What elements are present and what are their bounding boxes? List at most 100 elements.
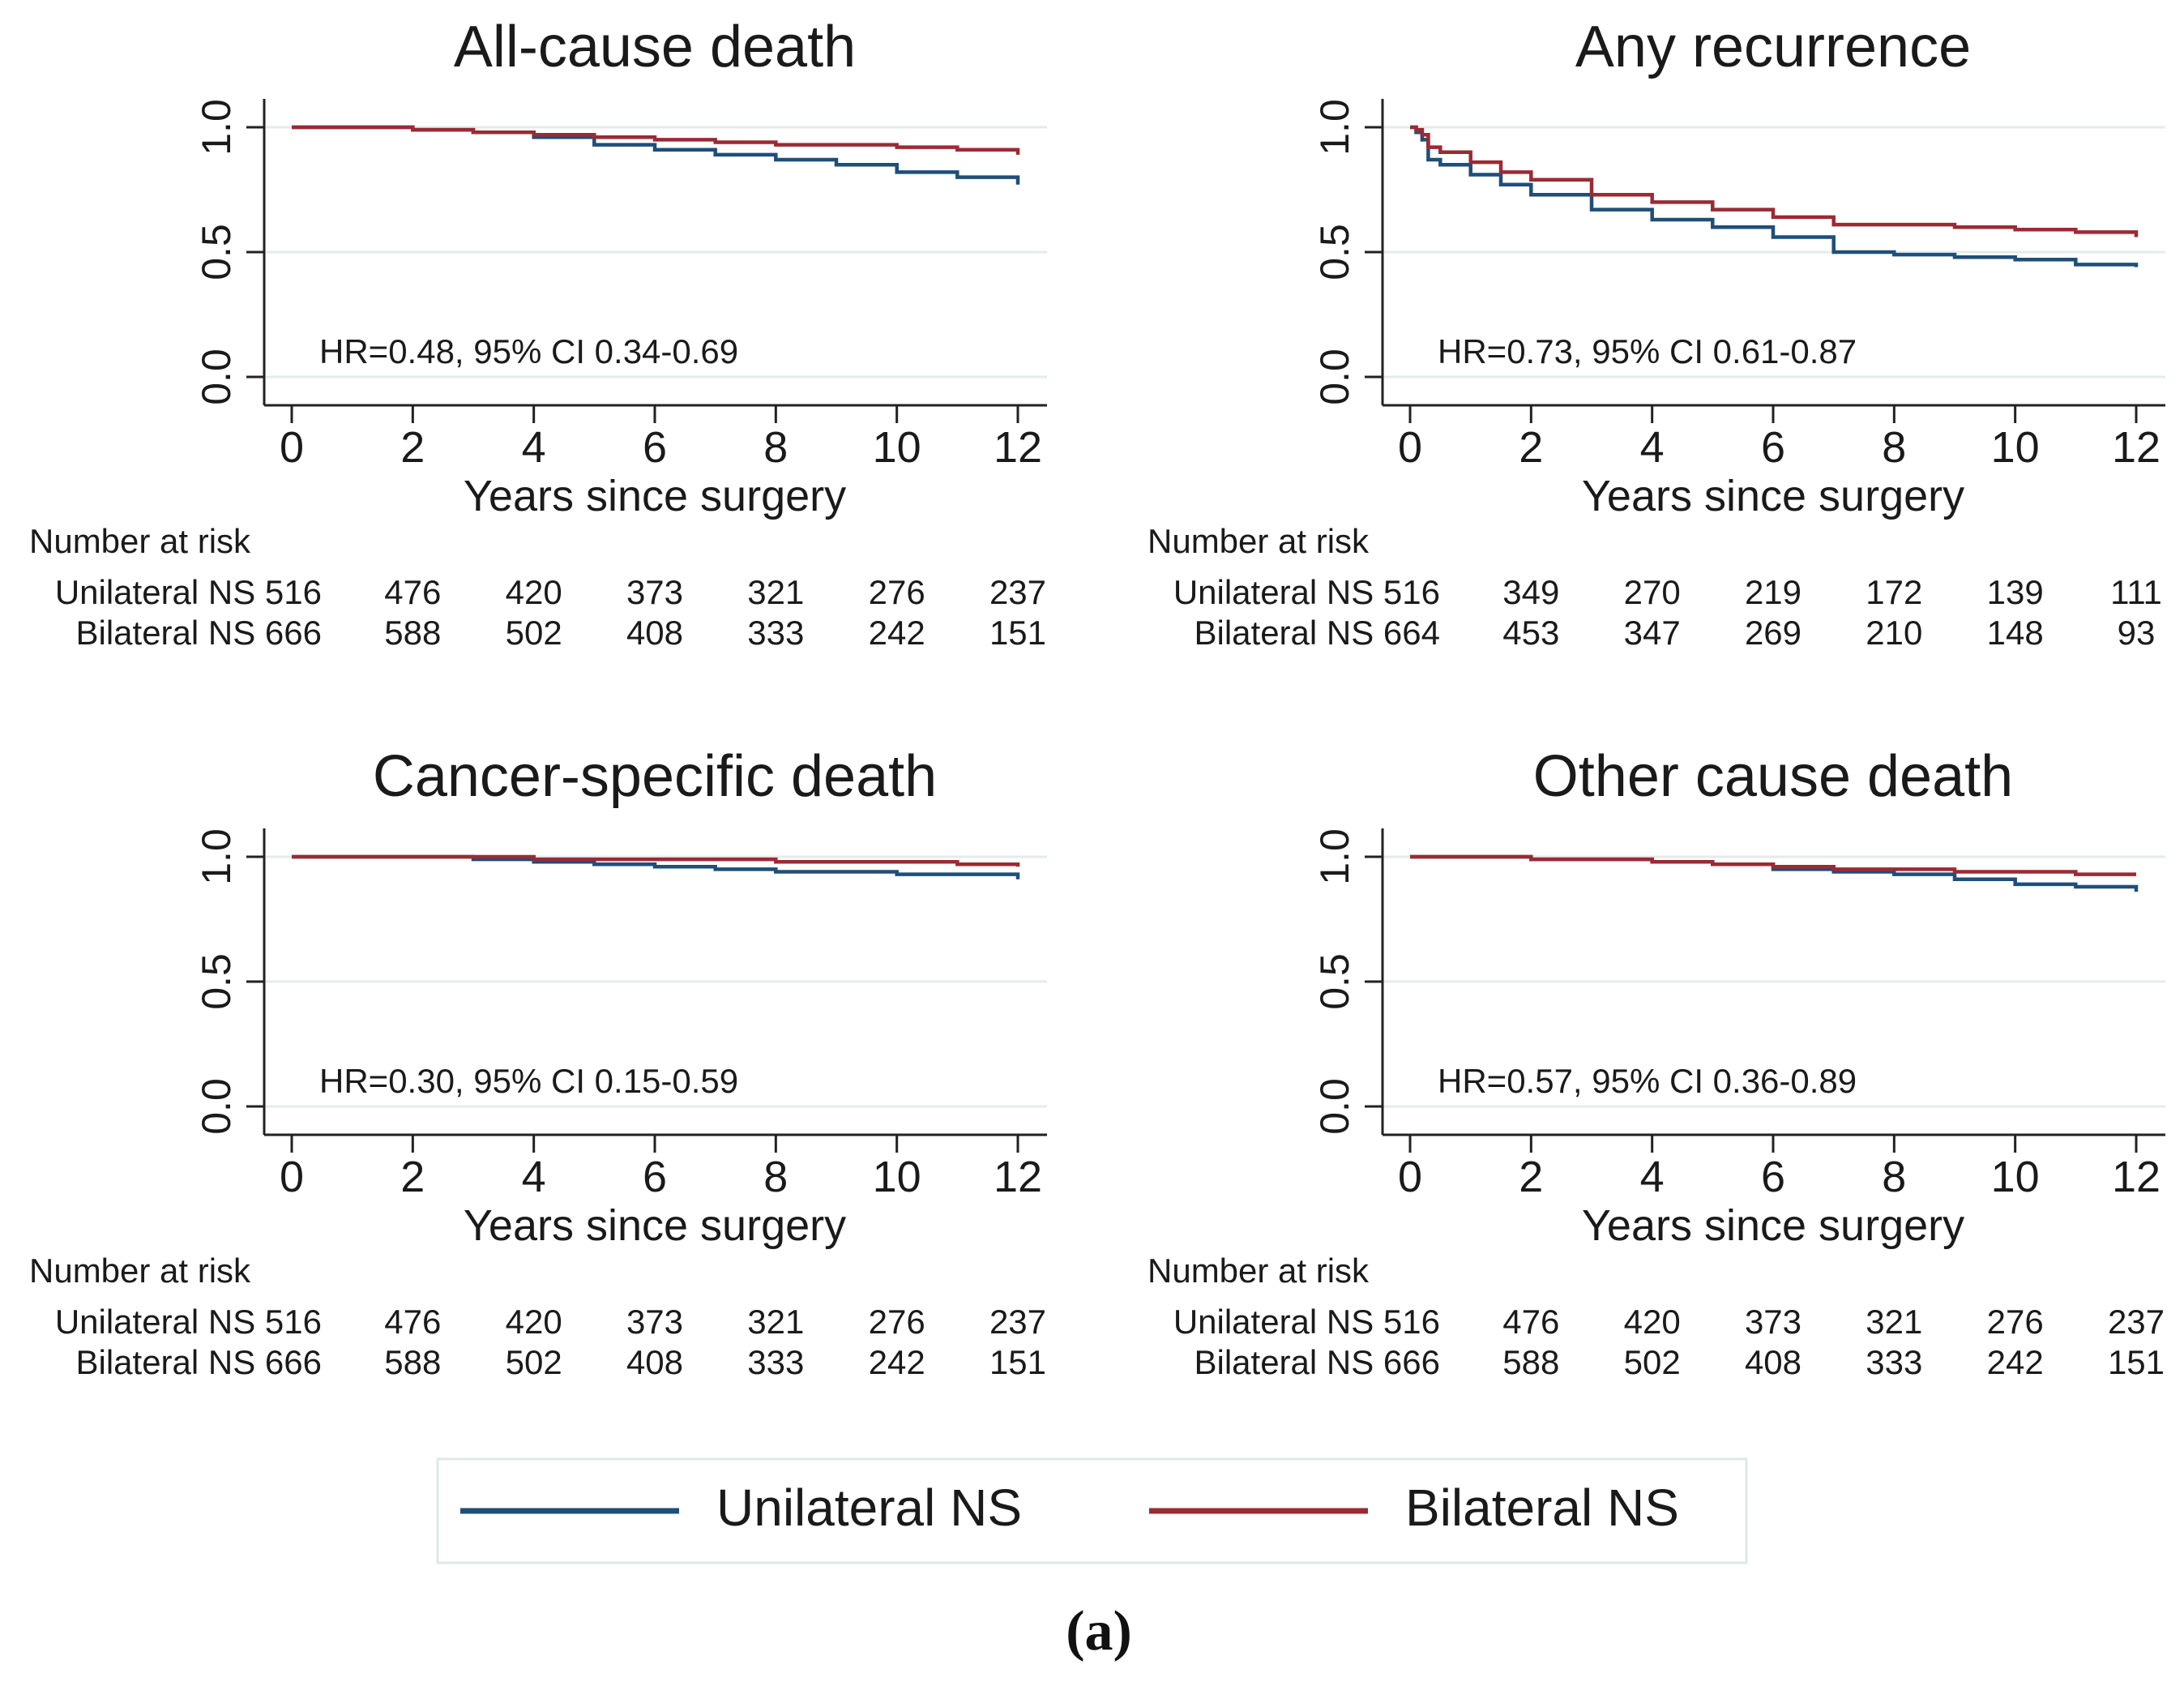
risk-value: 453 <box>1502 614 1559 652</box>
x-tick-label: 4 <box>522 423 546 472</box>
risk-value: 237 <box>989 573 1046 611</box>
risk-value: 172 <box>1866 573 1922 611</box>
risk-value: 373 <box>1745 1303 1801 1341</box>
x-tick-label: 8 <box>763 423 788 472</box>
y-tick-label: 0.0 <box>194 1078 239 1135</box>
x-tick-label: 0 <box>280 423 304 472</box>
risk-row-label: Unilateral NS 516 <box>55 1303 322 1341</box>
x-tick-label: 10 <box>873 1153 921 1201</box>
x-tick-label: 0 <box>280 1153 304 1201</box>
risk-value: 476 <box>384 1303 441 1341</box>
risk-value: 242 <box>869 614 925 652</box>
risk-value: 276 <box>1987 1303 2044 1341</box>
hr-annotation: HR=0.73, 95% CI 0.61-0.87 <box>1438 332 1857 370</box>
risk-value: 333 <box>1866 1343 1922 1381</box>
risk-value: 242 <box>1987 1343 2044 1381</box>
km-panel: Cancer-specific death 0.0 0.5 1.0 0 2 4 6 8 10 12 Y… <box>29 744 1047 1381</box>
risk-row-label: Bilateral NS 666 <box>76 1343 323 1381</box>
x-tick-label: 12 <box>2112 1153 2160 1201</box>
x-axis-title: Years since surgery <box>464 1201 846 1250</box>
km-panel: Other cause death 0.0 0.5 1.0 0 2 4 6 8 10 12 Years… <box>1148 744 2165 1381</box>
risk-row-label: Unilateral NS 516 <box>55 573 322 611</box>
x-tick-label: 2 <box>1519 423 1543 472</box>
x-axis-title: Years since surgery <box>1582 472 1964 520</box>
x-tick-label: 0 <box>1398 423 1422 472</box>
risk-value: 408 <box>626 614 683 652</box>
risk-value: 588 <box>384 1343 441 1381</box>
x-tick-label: 2 <box>1519 1153 1543 1201</box>
risk-value: 333 <box>747 1343 804 1381</box>
x-tick-label: 10 <box>1991 423 2040 472</box>
risk-value: 502 <box>506 614 562 652</box>
risk-value: 93 <box>2118 614 2156 652</box>
km-panel: Any recurrence 0.0 0.5 1.0 0 2 4 6 8 10 12 Years si… <box>1148 15 2165 652</box>
x-tick-label: 12 <box>2112 423 2160 472</box>
x-tick-label: 6 <box>643 423 667 472</box>
risk-value: 219 <box>1745 573 1801 611</box>
risk-value: 276 <box>869 573 925 611</box>
panel-title: Cancer-specific death <box>373 744 937 809</box>
risk-value: 373 <box>626 1303 683 1341</box>
hr-annotation: HR=0.30, 95% CI 0.15-0.59 <box>319 1062 738 1100</box>
hr-annotation: HR=0.48, 95% CI 0.34-0.69 <box>319 332 738 370</box>
x-tick-label: 4 <box>522 1153 546 1201</box>
x-axis-title: Years since surgery <box>464 472 846 520</box>
x-tick-label: 4 <box>1640 423 1665 472</box>
x-tick-label: 12 <box>994 423 1042 472</box>
risk-row-label: Unilateral NS 516 <box>1173 573 1440 611</box>
risk-value: 420 <box>1624 1303 1681 1341</box>
y-tick-label: 0.5 <box>1312 224 1357 280</box>
risk-value: 420 <box>506 573 562 611</box>
risk-value: 420 <box>506 1303 562 1341</box>
y-tick-label: 0.0 <box>1312 349 1357 405</box>
risk-value: 347 <box>1624 614 1681 652</box>
risk-value: 321 <box>747 1303 804 1341</box>
y-tick-label: 1.0 <box>1312 99 1357 156</box>
x-tick-label: 8 <box>1882 423 1906 472</box>
risk-value: 408 <box>1745 1343 1801 1381</box>
y-tick-label: 1.0 <box>1312 828 1357 885</box>
panel-title: All-cause death <box>454 15 856 79</box>
legend-label-bilateral: Bilateral NS <box>1405 1478 1679 1537</box>
risk-value: 276 <box>869 1303 925 1341</box>
risk-value: 588 <box>1502 1343 1559 1381</box>
risk-value: 237 <box>989 1303 1046 1341</box>
series-line-bilateral <box>292 125 1020 155</box>
hr-annotation: HR=0.57, 95% CI 0.36-0.89 <box>1438 1062 1857 1100</box>
figure-label: (a) <box>1066 1600 1132 1662</box>
risk-value: 502 <box>506 1343 562 1381</box>
x-tick-label: 4 <box>1640 1153 1665 1201</box>
x-tick-label: 2 <box>400 423 425 472</box>
risk-value: 151 <box>2108 1343 2165 1381</box>
risk-value: 151 <box>989 1343 1046 1381</box>
risk-value: 148 <box>1987 614 2044 652</box>
x-tick-label: 0 <box>1398 1153 1422 1201</box>
x-tick-label: 6 <box>1761 423 1785 472</box>
risk-value: 502 <box>1624 1343 1681 1381</box>
risk-value: 588 <box>384 614 441 652</box>
risk-row-label: Unilateral NS 516 <box>1173 1303 1440 1341</box>
risk-table-header: Number at risk <box>1148 1252 1370 1290</box>
y-tick-label: 0.0 <box>1312 1078 1357 1135</box>
y-tick-label: 0.5 <box>194 953 239 1010</box>
risk-table-header: Number at risk <box>29 522 251 560</box>
y-tick-label: 0.0 <box>194 349 239 405</box>
risk-value: 139 <box>1987 573 2044 611</box>
risk-value: 210 <box>1866 614 1922 652</box>
x-tick-label: 6 <box>1761 1153 1785 1201</box>
risk-row-label: Bilateral NS 666 <box>1195 1343 1441 1381</box>
series-line-bilateral <box>1410 125 2139 237</box>
series-line-bilateral <box>292 854 1020 867</box>
x-tick-label: 8 <box>1882 1153 1906 1201</box>
risk-value: 151 <box>989 614 1046 652</box>
y-tick-label: 1.0 <box>194 828 239 885</box>
legend-label-unilateral: Unilateral NS <box>716 1478 1022 1537</box>
panel-title: Other cause death <box>1533 744 2013 809</box>
risk-value: 349 <box>1502 573 1559 611</box>
risk-value: 111 <box>2110 573 2162 611</box>
y-tick-label: 0.5 <box>1312 953 1357 1010</box>
panel-title: Any recurrence <box>1575 15 1971 79</box>
risk-value: 321 <box>747 573 804 611</box>
y-tick-label: 1.0 <box>194 99 239 156</box>
